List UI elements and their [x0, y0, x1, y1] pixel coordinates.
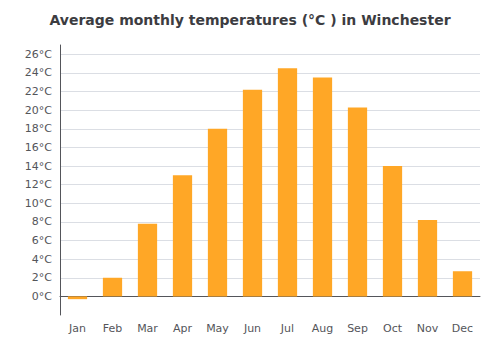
- svg-text:14°C: 14°C: [25, 160, 52, 173]
- svg-text:16°C: 16°C: [25, 141, 52, 154]
- svg-text:22°C: 22°C: [25, 85, 52, 98]
- svg-text:6°C: 6°C: [32, 234, 52, 247]
- svg-text:2°C: 2°C: [32, 271, 52, 284]
- svg-text:May: May: [206, 322, 229, 335]
- svg-text:24°C: 24°C: [25, 66, 52, 79]
- svg-text:Average monthly temperatures (: Average monthly temperatures (°C ) in Wi…: [49, 12, 450, 28]
- svg-text:Aug: Aug: [312, 322, 333, 335]
- svg-text:Mar: Mar: [137, 322, 158, 335]
- svg-text:Feb: Feb: [103, 322, 122, 335]
- svg-text:Nov: Nov: [417, 322, 439, 335]
- svg-text:26°C: 26°C: [25, 48, 52, 61]
- svg-text:20°C: 20°C: [25, 104, 52, 117]
- svg-text:4°C: 4°C: [32, 253, 52, 266]
- svg-text:Sep: Sep: [347, 322, 368, 335]
- svg-text:Jan: Jan: [68, 322, 86, 335]
- svg-text:12°C: 12°C: [25, 178, 52, 191]
- svg-text:10°C: 10°C: [25, 197, 52, 210]
- svg-text:18°C: 18°C: [25, 122, 52, 135]
- svg-text:Apr: Apr: [173, 322, 193, 335]
- svg-text:Dec: Dec: [452, 322, 473, 335]
- svg-text:Oct: Oct: [383, 322, 403, 335]
- svg-text:0°C: 0°C: [32, 290, 52, 303]
- svg-text:Jul: Jul: [280, 322, 294, 335]
- svg-text:Jun: Jun: [243, 322, 261, 335]
- svg-text:8°C: 8°C: [32, 215, 52, 228]
